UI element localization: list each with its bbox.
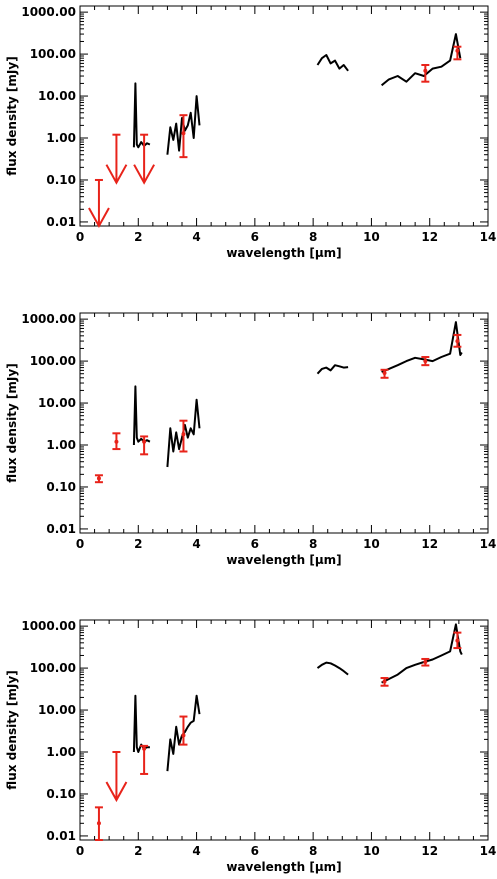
x-tick-label: 8: [309, 844, 317, 858]
y-tick-label: 1.00: [46, 131, 76, 145]
x-tick-label: 2: [134, 230, 142, 244]
y-tick-label: 1.00: [46, 438, 76, 452]
upper-limit-arrowhead: [105, 164, 128, 185]
upper-limit-arrowhead: [88, 207, 110, 229]
y-tick-label: 0.01: [46, 215, 76, 229]
upper-limit-arrowhead: [133, 164, 155, 185]
plot-frame: [79, 5, 489, 227]
spectrum-line: [316, 364, 349, 375]
x-tick-label: 0: [76, 230, 84, 244]
y-tick-label: 100.00: [30, 354, 76, 368]
data-point: [96, 476, 101, 481]
x-tick-label: 4: [192, 537, 200, 551]
x-tick-label: 10: [363, 537, 380, 551]
x-tick-label: 10: [363, 844, 380, 858]
x-tick-label: 2: [134, 537, 142, 551]
data-point: [181, 733, 186, 738]
x-axis-title: wavelength [µm]: [226, 860, 341, 874]
x-axis-title: wavelength [µm]: [226, 553, 341, 567]
data-point: [455, 48, 460, 53]
spectrum-line: [381, 623, 463, 684]
spectrum-line: [132, 82, 151, 149]
spectrum-line: [132, 694, 150, 753]
x-tick-label: 0: [76, 844, 84, 858]
data-point: [423, 659, 428, 664]
x-tick-label: 12: [421, 537, 438, 551]
data-point: [96, 821, 101, 826]
spectrum-line: [132, 385, 151, 446]
spectrum-line: [316, 54, 349, 72]
y-tick-label: 1000.00: [21, 5, 76, 19]
data-point: [455, 638, 460, 643]
x-tick-label: 6: [251, 844, 259, 858]
y-tick-label: 0.01: [46, 522, 76, 536]
x-tick-label: 12: [421, 844, 438, 858]
y-axis-title: flux density [mJy]: [5, 363, 19, 482]
y-tick-label: 10.00: [38, 89, 76, 103]
data-point: [181, 131, 186, 136]
y-tick-label: 1000.00: [21, 619, 76, 633]
chart-panel-middle: 0 2 4 6 8 10 12 14 0.01 0.10 1.00 10.00 100.00 1000.0…: [5, 312, 496, 567]
x-tick-label: 12: [421, 230, 438, 244]
y-tick-label: 1000.00: [21, 312, 76, 326]
data-point: [142, 439, 147, 444]
data-point: [114, 439, 119, 444]
x-axis-title: wavelength [µm]: [226, 246, 341, 260]
y-axis-title: flux density [mJy]: [5, 56, 19, 175]
y-tick-label: 0.01: [46, 829, 76, 843]
x-tick-label: 14: [480, 537, 497, 551]
x-tick-label: 14: [480, 230, 497, 244]
y-tick-label: 100.00: [30, 47, 76, 61]
data-point: [382, 371, 387, 376]
chart-panel-top: 0 2 4 6 8 10 12 14 0.01 0.10 1.00 10.00 100.00 1000.0…: [5, 5, 496, 260]
y-tick-label: 10.00: [38, 396, 76, 410]
x-tick-label: 8: [309, 230, 317, 244]
plot-frame: [79, 312, 489, 534]
y-axis-title: flux density [mJy]: [5, 670, 19, 789]
x-tick-label: 6: [251, 230, 259, 244]
y-tick-label: 0.10: [46, 787, 76, 801]
x-tick-label: 4: [192, 230, 200, 244]
spectrum-line: [316, 661, 349, 676]
plot-frame: [79, 619, 489, 841]
x-tick-label: 4: [192, 844, 200, 858]
spectrum-line: [381, 321, 463, 373]
data-point: [455, 339, 460, 344]
x-tick-label: 2: [134, 844, 142, 858]
data-point: [142, 746, 147, 751]
data-point: [423, 68, 428, 73]
chart-panel-bottom: 0 2 4 6 8 10 12 14 0.01 0.10 1.00 10.00 100.00 1000.0…: [5, 619, 496, 874]
upper-limit-arrowhead: [105, 781, 128, 803]
y-tick-label: 0.10: [46, 173, 76, 187]
data-point: [423, 359, 428, 364]
x-tick-label: 10: [363, 230, 380, 244]
y-tick-label: 0.10: [46, 480, 76, 494]
data-point: [382, 679, 387, 684]
y-tick-label: 100.00: [30, 661, 76, 675]
data-point: [181, 432, 186, 437]
x-tick-label: 6: [251, 537, 259, 551]
spectrum-line: [380, 33, 462, 87]
y-tick-label: 10.00: [38, 703, 76, 717]
x-tick-label: 0: [76, 537, 84, 551]
x-tick-label: 8: [309, 537, 317, 551]
x-tick-label: 14: [480, 844, 497, 858]
y-tick-label: 1.00: [46, 745, 76, 759]
